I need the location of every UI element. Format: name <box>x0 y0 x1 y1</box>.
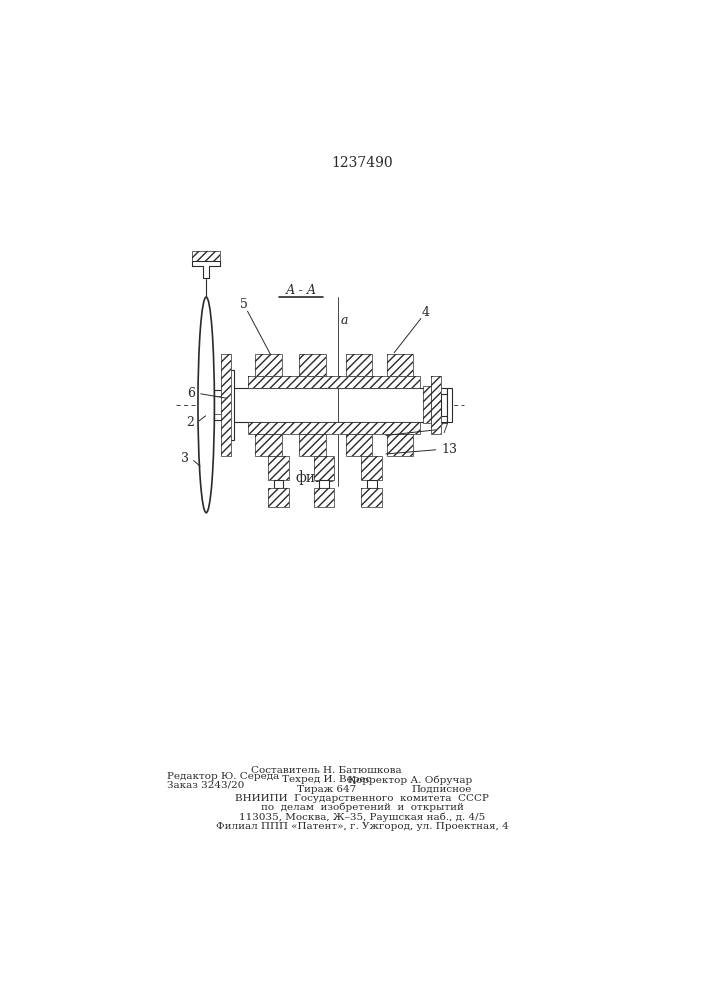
Bar <box>387 354 414 376</box>
Text: 3: 3 <box>181 452 189 465</box>
Text: 13: 13 <box>441 443 457 456</box>
Bar <box>268 488 289 507</box>
Bar <box>314 488 334 507</box>
Bar <box>223 370 233 440</box>
Text: по  делам  изобретений  и  открытий: по делам изобретений и открытий <box>261 803 464 812</box>
Bar <box>299 434 326 456</box>
Bar <box>248 422 420 434</box>
Bar <box>346 354 372 376</box>
Bar <box>274 480 284 488</box>
Bar <box>431 376 440 434</box>
Bar <box>255 354 282 376</box>
Bar <box>255 434 282 456</box>
Text: 5: 5 <box>240 298 247 311</box>
Text: 6: 6 <box>187 387 195 400</box>
Bar <box>448 388 452 422</box>
Bar <box>431 376 440 434</box>
Bar <box>440 394 448 416</box>
Bar <box>361 488 382 507</box>
Text: Филиал ППП «Патент», г. Ужгород, ул. Проектная, 4: Филиал ППП «Патент», г. Ужгород, ул. Про… <box>216 822 509 831</box>
Bar <box>423 386 431 423</box>
Text: a: a <box>341 314 348 327</box>
Text: 7: 7 <box>441 423 449 436</box>
Bar <box>314 488 334 507</box>
Bar <box>231 388 448 422</box>
Text: 113035, Москва, Ж–35, Раушская наб., д. 4/5: 113035, Москва, Ж–35, Раушская наб., д. … <box>239 812 486 822</box>
Bar <box>361 456 382 480</box>
Text: Составитель Н. Батюшкова: Составитель Н. Батюшкова <box>252 766 402 775</box>
Bar <box>221 354 231 456</box>
Bar <box>367 480 377 488</box>
Text: Редактор Ю. Середа: Редактор Ю. Середа <box>167 772 279 781</box>
Bar <box>346 434 372 456</box>
Bar <box>387 354 414 376</box>
Bar <box>192 251 221 261</box>
Bar <box>268 456 289 480</box>
Bar <box>221 354 231 456</box>
Bar <box>255 354 282 376</box>
Bar <box>319 480 329 488</box>
Bar <box>248 376 420 388</box>
Text: 1237490: 1237490 <box>332 156 393 170</box>
Bar <box>361 488 382 507</box>
Text: ВНИИПИ  Государственного  комитета  СССР: ВНИИПИ Государственного комитета СССР <box>235 794 489 803</box>
Bar <box>248 422 420 434</box>
Text: 4: 4 <box>421 306 429 319</box>
Bar <box>214 389 231 420</box>
Bar <box>255 434 282 456</box>
Bar <box>423 386 431 423</box>
Bar <box>314 456 334 480</box>
Bar <box>268 488 289 507</box>
Text: А - А: А - А <box>286 284 317 297</box>
Text: Подписное: Подписное <box>411 785 472 794</box>
Bar <box>346 434 372 456</box>
Ellipse shape <box>198 297 214 513</box>
Bar <box>299 354 326 376</box>
Bar <box>346 354 372 376</box>
Text: Тираж 647: Тираж 647 <box>297 785 356 794</box>
Polygon shape <box>192 261 221 278</box>
Bar <box>192 251 221 261</box>
Text: Техред И. Верес: Техред И. Верес <box>282 775 371 784</box>
Bar <box>361 456 382 480</box>
Bar <box>387 434 414 456</box>
Bar <box>299 354 326 376</box>
Text: 2: 2 <box>186 416 194 429</box>
Bar <box>299 434 326 456</box>
Bar <box>268 456 289 480</box>
Text: Заказ 3243/20: Заказ 3243/20 <box>167 781 244 790</box>
Bar <box>387 434 414 456</box>
Text: Корректор А. Обручар: Корректор А. Обручар <box>348 775 472 785</box>
Text: фиг.3: фиг.3 <box>296 471 336 485</box>
Bar <box>248 376 420 388</box>
Bar <box>314 456 334 480</box>
